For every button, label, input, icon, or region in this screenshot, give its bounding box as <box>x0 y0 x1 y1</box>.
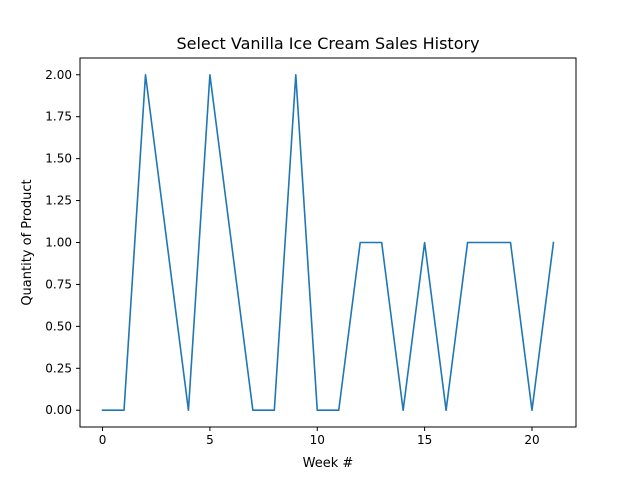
y-tick-label: 2.00 <box>45 68 72 82</box>
y-tick-label: 0.75 <box>45 277 72 291</box>
y-tick-label: 1.00 <box>45 236 72 250</box>
y-axis-label: Quantity of Product <box>20 179 35 305</box>
x-tick-label: 15 <box>417 433 432 447</box>
y-tick-label: 0.50 <box>45 319 72 333</box>
x-axis-label: Week # <box>303 456 354 471</box>
sales-line-series <box>101 73 555 412</box>
chart-title: Select Vanilla Ice Cream Sales History <box>176 34 479 53</box>
y-tick-label: 1.50 <box>45 152 72 166</box>
y-tick-label: 0.25 <box>45 361 72 375</box>
y-tick-label: 0.00 <box>45 403 72 417</box>
x-tick-label: 0 <box>99 433 107 447</box>
y-tick-label: 1.75 <box>45 110 72 124</box>
plot-frame <box>79 57 577 428</box>
x-tick-label: 10 <box>310 433 325 447</box>
x-tick-label: 5 <box>206 433 214 447</box>
y-tick-label: 1.25 <box>45 194 72 208</box>
x-tick-label: 20 <box>524 433 539 447</box>
